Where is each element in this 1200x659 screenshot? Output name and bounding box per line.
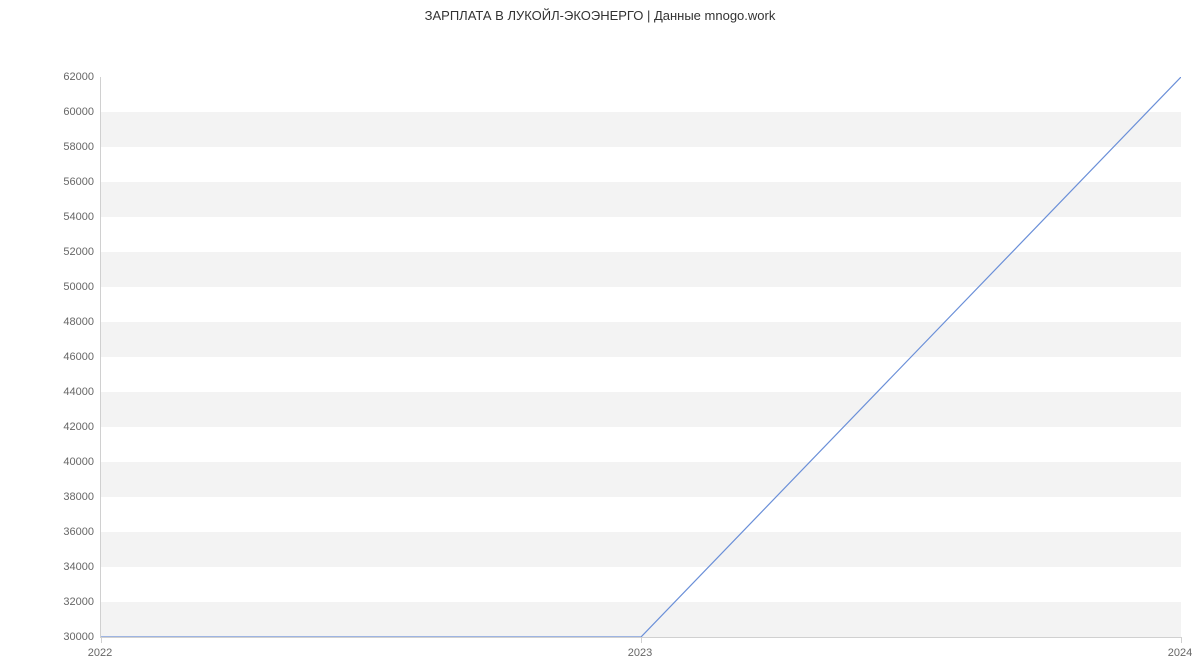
- x-tick-label: 2023: [628, 647, 652, 659]
- plot-area: [100, 77, 1181, 638]
- y-tick-label: 56000: [50, 176, 94, 188]
- y-tick-label: 36000: [50, 526, 94, 538]
- y-tick-label: 42000: [50, 421, 94, 433]
- y-tick-label: 40000: [50, 456, 94, 468]
- y-tick-label: 32000: [50, 596, 94, 608]
- y-tick-label: 48000: [50, 316, 94, 328]
- y-tick-label: 38000: [50, 491, 94, 503]
- y-tick-label: 30000: [50, 631, 94, 643]
- line-series: [101, 77, 1181, 637]
- y-tick-label: 54000: [50, 211, 94, 223]
- y-tick-label: 52000: [50, 246, 94, 258]
- y-tick-label: 58000: [50, 141, 94, 153]
- y-tick-label: 34000: [50, 561, 94, 573]
- x-tick: [641, 637, 642, 643]
- y-tick-label: 44000: [50, 386, 94, 398]
- y-tick-label: 62000: [50, 71, 94, 83]
- x-tick-label: 2022: [88, 647, 112, 659]
- x-tick: [101, 637, 102, 643]
- x-tick-label: 2024: [1168, 647, 1192, 659]
- x-tick: [1181, 637, 1182, 643]
- chart-container: 30000 32000 34000 36000 38000 40000 42000 44000…: [0, 27, 1200, 647]
- y-tick-label: 46000: [50, 351, 94, 363]
- y-tick-label: 60000: [50, 106, 94, 118]
- chart-title: ЗАРПЛАТА В ЛУКОЙЛ-ЭКОЭНЕРГО | Данные mno…: [0, 0, 1200, 27]
- y-tick-label: 50000: [50, 281, 94, 293]
